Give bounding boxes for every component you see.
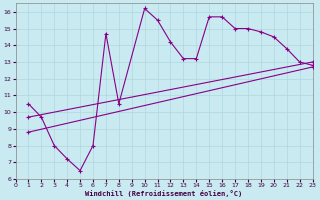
X-axis label: Windchill (Refroidissement éolien,°C): Windchill (Refroidissement éolien,°C) [85,190,243,197]
